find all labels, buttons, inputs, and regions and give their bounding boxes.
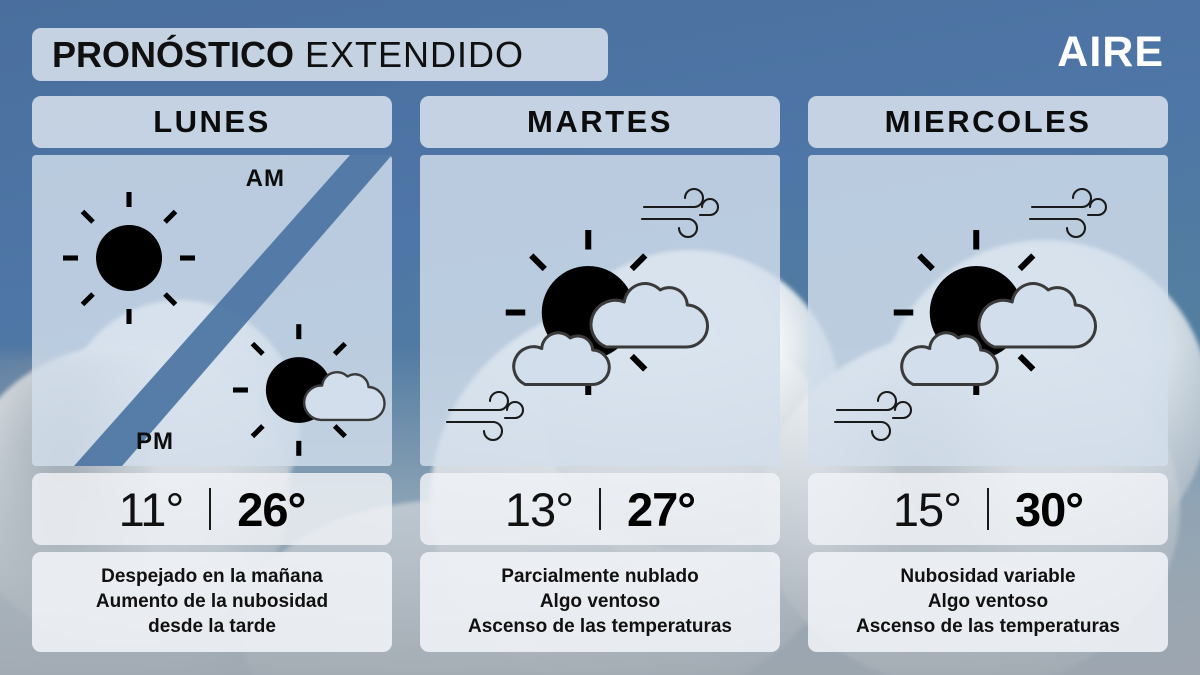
day-header-lunes[interactable]: LUNES	[32, 96, 392, 148]
description-panel-lunes: Despejado en la mañana Aumento de la nub…	[32, 552, 392, 653]
wind-icon	[1028, 177, 1116, 239]
temp-separator	[599, 488, 601, 530]
temperature-row-martes: 13° 27°	[420, 473, 780, 545]
brand-logo: AIRE	[1057, 28, 1164, 76]
sun-clouds-wind-icon	[480, 203, 725, 428]
temp-min: 11°	[118, 482, 185, 536]
temp-min: 13°	[504, 482, 574, 536]
description-line: Ascenso de las temperaturas	[467, 616, 732, 638]
description-line: Aumento de la nubosidad	[95, 591, 329, 613]
sun-clouds-wind-icon	[868, 203, 1113, 428]
day-header-martes[interactable]: MARTES	[420, 96, 780, 148]
description-line: Nubosidad variable	[900, 566, 1076, 587]
temp-min: 15°	[892, 482, 962, 536]
forecast-column-lunes: LUNES AM PM	[32, 96, 392, 653]
page-title: PRONÓSTICO EXTENDIDO	[32, 28, 608, 81]
day-header-miercoles[interactable]: MIERCOLES	[808, 96, 1168, 148]
description-line: Ascenso de las temperaturas	[855, 616, 1120, 638]
sun-cloud-icon	[224, 315, 392, 465]
description-line: Despejado en la mañana	[101, 566, 323, 587]
pm-label: PM	[136, 428, 174, 455]
page-title-light: EXTENDIDO	[305, 33, 525, 75]
wind-icon	[640, 177, 728, 239]
description-line: Algo ventoso	[927, 591, 1049, 613]
temperature-row-lunes: 11° 26°	[32, 473, 392, 545]
description-line: Algo ventoso	[539, 591, 661, 613]
wind-icon	[833, 380, 921, 442]
weather-icon-panel-miercoles	[808, 155, 1168, 466]
am-label: AM	[245, 165, 285, 192]
weather-icon-panel-martes	[420, 155, 780, 466]
description-line: Parcialmente nublado	[501, 566, 699, 587]
forecast-column-miercoles: MIERCOLES	[808, 96, 1168, 653]
forecast-column-martes: MARTES	[420, 96, 780, 653]
description-panel-martes: Parcialmente nublado Algo ventoso Ascens…	[420, 552, 780, 653]
wind-icon	[445, 380, 533, 442]
temp-max: 26°	[237, 482, 306, 536]
temp-separator	[987, 488, 989, 530]
temp-separator	[209, 488, 212, 530]
page-title-strong: PRONÓSTICO	[52, 33, 295, 75]
sun-icon	[54, 183, 204, 333]
temp-max: 30°	[1015, 482, 1084, 536]
temp-max: 27°	[627, 482, 696, 536]
temperature-row-miercoles: 15° 30°	[808, 473, 1168, 545]
description-panel-miercoles: Nubosidad variable Algo ventoso Ascenso …	[808, 552, 1168, 653]
description-line: desde la tarde	[148, 616, 276, 638]
weather-icon-panel-lunes: AM PM	[32, 155, 392, 466]
